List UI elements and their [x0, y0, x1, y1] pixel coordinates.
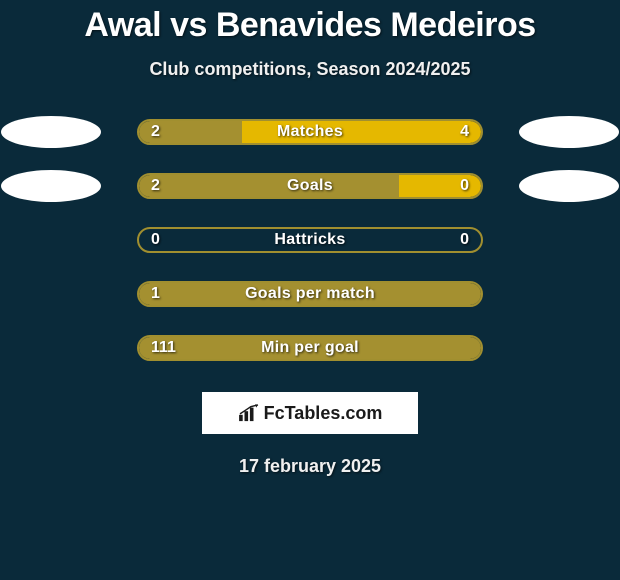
page-subtitle: Club competitions, Season 2024/2025 — [0, 59, 620, 80]
stat-bar: 111 Min per goal — [137, 335, 483, 361]
stat-left-value: 2 — [151, 177, 160, 195]
date-label: 17 february 2025 — [0, 456, 620, 477]
spacer — [519, 332, 619, 364]
stat-right-value: 0 — [460, 231, 469, 249]
stat-label: Goals per match — [245, 285, 375, 303]
player-right-marker — [519, 116, 619, 148]
stat-row: 1 Goals per match — [0, 278, 620, 310]
brand-chart-icon — [238, 404, 260, 422]
stat-left-value: 0 — [151, 231, 160, 249]
stat-label: Min per goal — [261, 339, 359, 357]
brand-text: FcTables.com — [264, 403, 383, 424]
stat-row: 111 Min per goal — [0, 332, 620, 364]
stat-label: Goals — [287, 177, 333, 195]
stat-bar: 2 0 Goals — [137, 173, 483, 199]
spacer — [519, 278, 619, 310]
stat-label: Hattricks — [274, 231, 345, 249]
spacer — [519, 224, 619, 256]
stat-bar: 1 Goals per match — [137, 281, 483, 307]
stat-left-value: 111 — [151, 339, 176, 357]
spacer — [1, 332, 101, 364]
stat-bar: 2 4 Matches — [137, 119, 483, 145]
stat-left-value: 1 — [151, 285, 160, 303]
page-title: Awal vs Benavides Medeiros — [0, 6, 620, 45]
stat-right-value: 0 — [460, 177, 469, 195]
stat-row: 2 4 Matches — [0, 116, 620, 148]
stat-row: 0 0 Hattricks — [0, 224, 620, 256]
stat-rows: 2 4 Matches 2 0 Goals 0 0 Hattricks 1 Goals per ma… — [0, 116, 620, 364]
player-right-marker — [519, 170, 619, 202]
spacer — [1, 224, 101, 256]
stat-left-value: 2 — [151, 123, 160, 141]
bar-left-fill — [139, 175, 399, 197]
spacer — [1, 278, 101, 310]
comparison-widget: Awal vs Benavides Medeiros Club competit… — [0, 0, 620, 477]
player-left-marker — [1, 116, 101, 148]
brand-badge[interactable]: FcTables.com — [202, 392, 418, 434]
player-left-marker — [1, 170, 101, 202]
stat-row: 2 0 Goals — [0, 170, 620, 202]
stat-bar: 0 0 Hattricks — [137, 227, 483, 253]
stat-right-value: 4 — [460, 123, 469, 141]
stat-label: Matches — [277, 123, 343, 141]
